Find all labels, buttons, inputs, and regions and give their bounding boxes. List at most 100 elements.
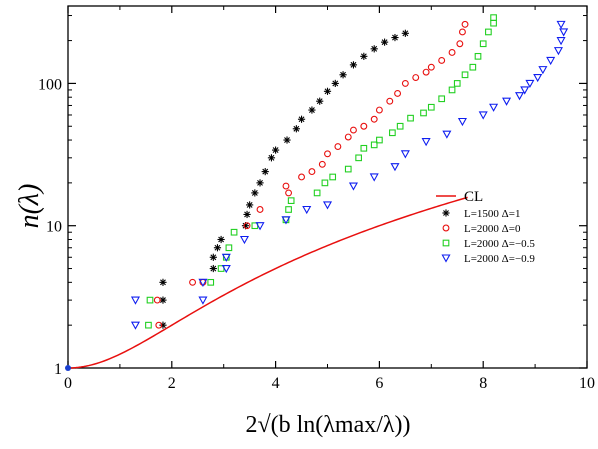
data-point: [391, 33, 399, 42]
cl-curve: [67, 196, 468, 369]
data-point: [412, 74, 420, 81]
data-point: [225, 244, 233, 252]
data-point: [369, 173, 379, 182]
data-point: [267, 154, 276, 162]
data-point: [559, 28, 569, 37]
data-point: [221, 253, 231, 262]
data-point: [308, 106, 316, 114]
data-point: [318, 160, 326, 168]
data-point: [420, 109, 427, 117]
data-point: [457, 117, 467, 127]
data-point: [297, 115, 306, 123]
data-point: [489, 103, 499, 112]
data-point: [230, 228, 238, 236]
data-point: [533, 73, 543, 83]
data-point: [145, 321, 152, 329]
data-point: [386, 97, 394, 105]
data-point: [546, 56, 556, 66]
data-point: [298, 173, 305, 181]
data-point: [246, 201, 254, 209]
data-point: [370, 45, 378, 53]
x-tick-label: 10: [579, 375, 595, 392]
data-point: [198, 296, 208, 305]
data-point: [448, 49, 456, 56]
data-point: [538, 66, 548, 75]
x-axis-title: 2√(b ln(λmax/λ)): [245, 412, 410, 438]
data-point: [360, 144, 368, 152]
data-point: [380, 38, 389, 46]
data-point: [146, 296, 154, 304]
y-axis-title: n(λ): [14, 184, 45, 229]
data-point: [389, 129, 396, 137]
data-point: [281, 216, 291, 225]
data-point: [438, 95, 446, 103]
data-point: [456, 40, 464, 48]
legend-label: L=1500 Δ=1: [464, 208, 520, 220]
data-point: [243, 222, 251, 230]
data-point: [323, 87, 332, 95]
data-point: [490, 14, 497, 21]
legend-label: L=2000 Δ=−0.5: [464, 238, 535, 250]
data-point: [348, 182, 358, 191]
data-point: [442, 130, 452, 139]
data-point: [153, 296, 161, 304]
data-point: [285, 206, 292, 213]
data-point: [324, 150, 331, 158]
data-point: [282, 182, 290, 190]
data-point: [344, 133, 352, 141]
x-ticks: 0 2 4 6 8 10: [64, 6, 595, 392]
data-point: [272, 146, 280, 154]
data-point: [427, 63, 435, 71]
data-point: [401, 29, 409, 37]
data-point: [478, 111, 488, 120]
data-point: [525, 79, 535, 89]
data-point: [329, 173, 337, 181]
data-point: [159, 278, 167, 286]
data-point: [213, 244, 222, 252]
data-point: [256, 206, 264, 213]
data-point: [349, 61, 358, 69]
data-point: [130, 321, 141, 330]
data-point: [207, 278, 215, 286]
legend-label: L=2000 Δ=−0.9: [464, 253, 535, 265]
legend-marker: [442, 209, 450, 217]
data-point: [407, 114, 414, 122]
data-point: [556, 20, 566, 30]
data-point: [485, 28, 492, 36]
data-point: [469, 63, 477, 71]
x-tick-label: 8: [479, 375, 487, 392]
data-point: [256, 179, 264, 187]
data-point: [239, 235, 249, 245]
legend-label-cl: CL: [464, 189, 483, 205]
data-point: [394, 90, 402, 97]
data-point: [217, 235, 225, 244]
data-point: [130, 296, 141, 305]
data-point: [334, 143, 342, 151]
data-point: [553, 47, 563, 56]
data-point: [400, 150, 410, 159]
y-ticks: 1 10 100: [38, 15, 587, 378]
data-point: [360, 52, 368, 60]
data-point: [401, 79, 409, 87]
data-point: [458, 28, 466, 36]
data-point: [255, 222, 265, 231]
data-point: [360, 122, 368, 130]
legend: CL L=1500 Δ=1 L=2000 Δ=0 L=2000 Δ=−0.5 L=200…: [436, 189, 535, 265]
data-point: [376, 136, 383, 144]
plot-frame: [67, 5, 588, 369]
data-point: [370, 115, 378, 123]
data-point: [490, 19, 497, 27]
data-point: [292, 125, 300, 133]
data-point: [461, 71, 469, 79]
data-point: [479, 40, 487, 48]
data-point: [453, 80, 461, 87]
data-point: [209, 264, 217, 273]
data-point: [421, 138, 431, 147]
y-tick-label: 1: [54, 361, 62, 378]
data-point: [390, 163, 400, 172]
data-point: [514, 92, 525, 101]
legend-label: L=2000 Δ=0: [464, 223, 521, 235]
x-tick-label: 6: [375, 375, 383, 392]
legend-marker: [442, 224, 450, 232]
data-point: [251, 189, 259, 197]
